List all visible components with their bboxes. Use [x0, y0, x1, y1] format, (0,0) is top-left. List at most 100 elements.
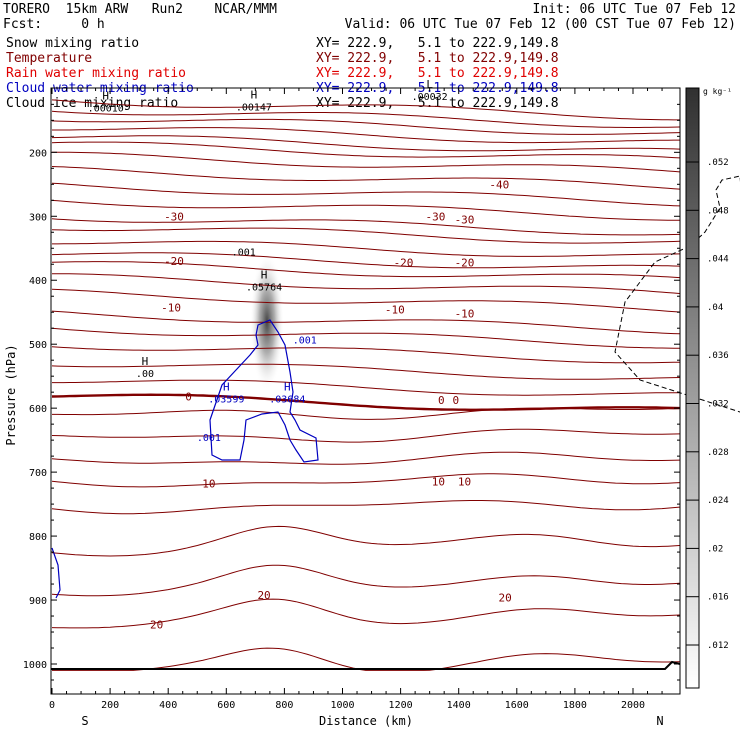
x-end-label-south: S: [81, 714, 88, 728]
temperature-contour: [51, 227, 680, 244]
colorbar-tick-label: .016: [707, 593, 729, 603]
colorbar-tick-label: .024: [707, 496, 729, 506]
field-name-snow: Snow mixing ratio: [6, 36, 140, 51]
temperature-label: -40: [489, 178, 509, 191]
cloud-water-contour-edge: [51, 547, 61, 599]
field-range-temperature: XY= 222.9, 5.1 to 222.9,149.8: [316, 51, 559, 66]
x-tick-label: 1400: [447, 700, 471, 711]
y-axis-label: Pressure (hPa): [4, 344, 18, 445]
extremum-mark: L: [426, 78, 433, 91]
x-tick-label: 800: [275, 700, 293, 711]
temperature-label: -30: [426, 210, 446, 223]
temperature-label: -10: [385, 304, 405, 317]
temperature-label: 0: [438, 394, 445, 407]
model-title: TORERO 15km ARW Run2 NCAR/MMM: [3, 2, 277, 17]
extremum-value: .00032: [412, 92, 448, 103]
temperature-contour: [52, 379, 680, 396]
x-tick-label: 1600: [505, 700, 529, 711]
colorbar-tick-label: .036: [707, 351, 729, 361]
x-tick-label: 0: [49, 700, 55, 711]
temperature-label: 10: [432, 476, 445, 489]
x-tick-label: 200: [101, 700, 119, 711]
field-name-temperature: Temperature: [6, 51, 93, 66]
valid-time: Valid: 06 UTC Tue 07 Feb 12 (00 CST Tue …: [344, 17, 736, 32]
extremum-mark: H: [223, 381, 230, 394]
temperature-contour: [51, 99, 680, 121]
y-tick-label: 900: [29, 596, 47, 607]
x-tick-label: 600: [217, 700, 235, 711]
temperature-contour: [51, 166, 680, 190]
temperature-contour: [51, 428, 680, 443]
extremum-value: .00010: [88, 104, 124, 115]
extremum-mark: H: [102, 90, 109, 103]
temperature-contour: [52, 127, 680, 144]
temperature-contour: [51, 327, 680, 349]
temperature-label: 20: [499, 591, 512, 604]
temperature-contour: [51, 500, 680, 515]
x-tick-label: 1200: [389, 700, 413, 711]
y-tick-label: 800: [29, 532, 47, 543]
y-tick-label: 400: [29, 276, 47, 287]
temperature-label: -10: [161, 302, 181, 315]
extremum-mark: H: [284, 381, 291, 394]
extremum-value: .00147: [236, 102, 272, 113]
field-name-cloud-ice: Cloud ice mixing ratio: [6, 96, 179, 111]
temperature-contour: [52, 647, 680, 671]
temperature-contour: [51, 218, 680, 236]
y-tick-label: 600: [29, 404, 47, 415]
temperature-contour: [51, 110, 680, 128]
extremum-value: .001: [197, 433, 221, 444]
temperature-label: -30: [164, 210, 184, 223]
temperature-label: 0: [185, 391, 192, 404]
temperature-contour: [51, 525, 680, 557]
temperature-contour: [51, 252, 680, 269]
y-tick-label: 700: [29, 468, 47, 479]
temperature-contour: [52, 151, 680, 173]
temperature-contour: [51, 346, 680, 364]
temperature-contour: [51, 141, 680, 159]
extremum-value: .03684: [269, 395, 305, 406]
colorbar-tick-label: .052: [707, 158, 729, 168]
temperature-label: 0: [452, 394, 459, 407]
x-tick-label: 2000: [621, 700, 645, 711]
temperature-label: -20: [394, 256, 414, 269]
temperature-contour: [51, 288, 680, 313]
colorbar-tick-label: .02: [707, 544, 723, 554]
y-tick-label: 1000: [23, 660, 47, 671]
temperature-contour: [51, 363, 680, 380]
x-tick-label: 1800: [563, 700, 587, 711]
colorbar-tick-label: .032: [707, 400, 729, 410]
temperature-label: 20: [257, 589, 270, 602]
temperature-label: 20: [150, 618, 163, 631]
x-tick-label: 1000: [330, 700, 354, 711]
cloud-water-contour: [209, 319, 319, 463]
temperature-contour: [51, 182, 680, 207]
temperature-label: 10: [202, 478, 215, 491]
temperature-contour: [51, 564, 680, 597]
colorbar-tick-label: .048: [707, 206, 729, 216]
temperature-contour: [52, 273, 680, 294]
extremum-mark: H: [142, 355, 149, 368]
temperature-contour: [51, 598, 680, 629]
temperature-contour: [51, 261, 680, 279]
y-tick-label: 200: [29, 148, 47, 159]
terrain-line: [51, 660, 681, 670]
extremum-value: .001: [232, 247, 256, 258]
x-tick-label: 400: [159, 700, 177, 711]
extremum-value: .001: [293, 336, 317, 347]
y-tick-label: 300: [29, 212, 47, 223]
temperature-contour: [51, 451, 680, 465]
plot-frame: [50, 87, 681, 695]
init-time: Init: 06 UTC Tue 07 Feb 12: [532, 2, 737, 17]
extremum-value: .03599: [208, 395, 244, 406]
colorbar-tick-label: .012: [707, 641, 729, 651]
colorbar-unit: g kg⁻¹: [703, 87, 732, 96]
temperature-contour: [51, 199, 680, 221]
field-name-rain: Rain water mixing ratio: [6, 66, 187, 81]
field-range-rain: XY= 222.9, 5.1 to 222.9,149.8: [316, 66, 559, 81]
field-range-cloud-ice: XY= 222.9, 5.1 to 222.9,149.8: [316, 96, 559, 111]
temperature-contour: [51, 310, 680, 335]
temperature-label: -10: [455, 307, 475, 320]
temperature-contour: [51, 393, 680, 411]
